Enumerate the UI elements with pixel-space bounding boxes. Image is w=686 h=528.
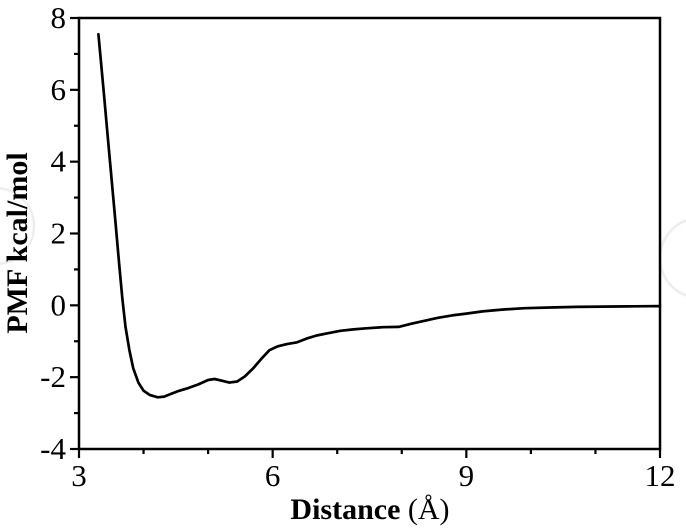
y-tick-label: -4 (40, 431, 66, 466)
x-tick-label: 6 (265, 458, 281, 493)
pmf-curve (97, 32, 662, 399)
y-tick-label: 0 (51, 287, 67, 322)
y-axis-title: PMF kcal/mol (1, 152, 34, 333)
x-axis-title-name: Distance (290, 493, 400, 526)
x-tick-label: 9 (459, 458, 475, 493)
x-axis-ticks (77, 449, 662, 458)
x-tick-label: 3 (71, 458, 87, 493)
y-tick-label: 8 (51, 0, 67, 35)
x-tick-label: 12 (645, 458, 676, 493)
x-axis-tick-labels: 3 6 9 12 (71, 458, 675, 493)
plot-frame (77, 16, 662, 451)
x-axis-title-unit: (Å) (400, 493, 449, 526)
y-axis-ticks (70, 16, 79, 451)
watermark-arc-right (658, 219, 686, 297)
pmf-curve-group (97, 32, 662, 399)
y-tick-label: 4 (51, 144, 67, 179)
watermark-arc-left (0, 186, 36, 266)
y-axis-tick-labels: 8 6 4 2 0 -2 -4 (40, 0, 66, 466)
x-axis-title: Distance (Å) (290, 493, 449, 526)
y-tick-label: 6 (51, 72, 67, 107)
y-tick-label: -2 (40, 359, 66, 394)
y-tick-label: 2 (51, 216, 67, 251)
